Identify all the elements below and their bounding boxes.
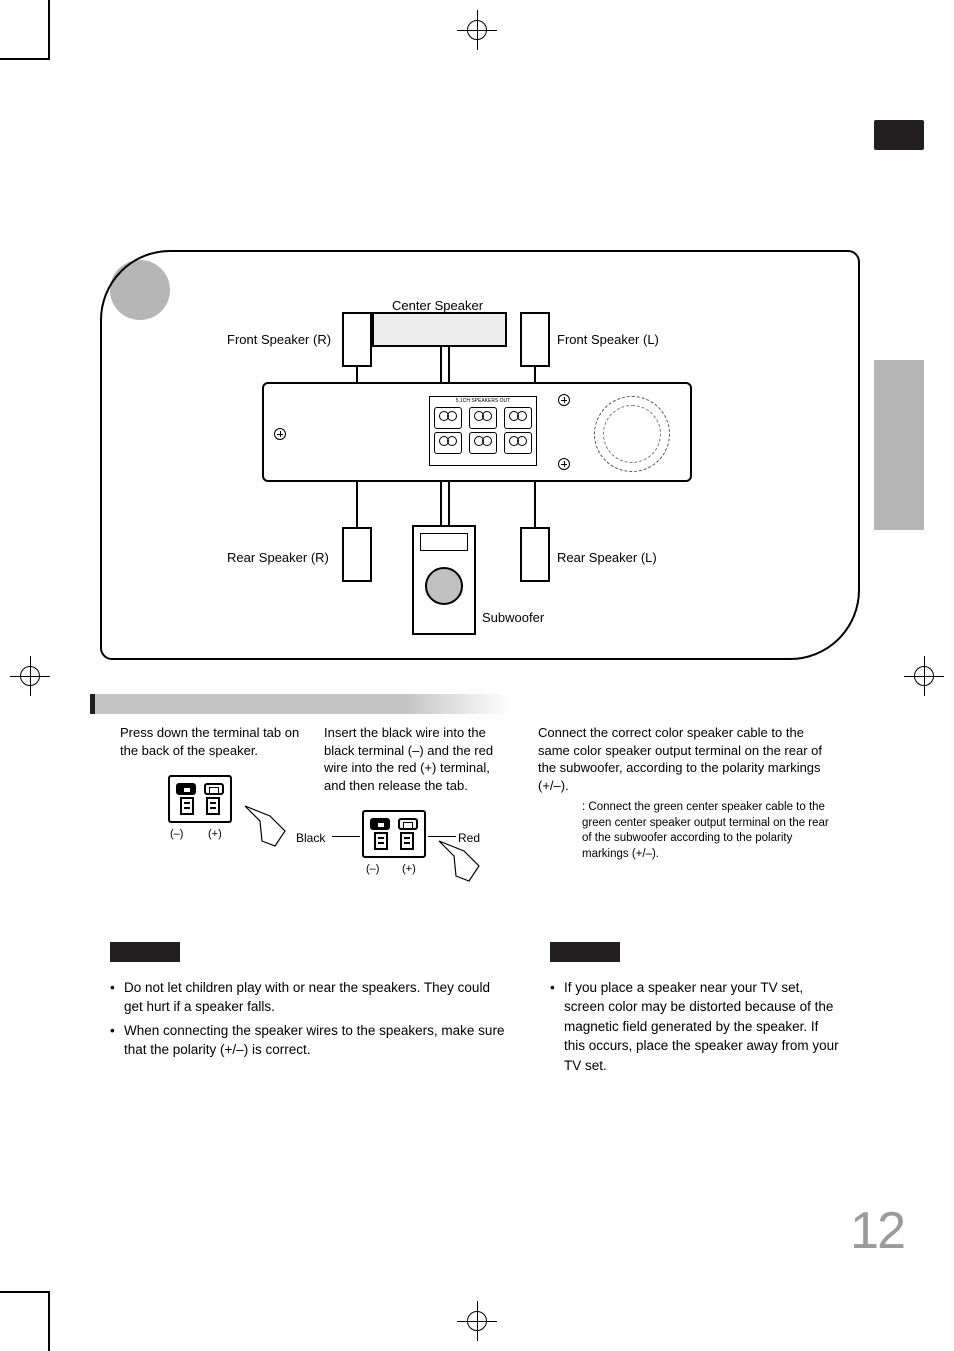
step-3-text: Connect the correct color speaker cable … [538,724,838,794]
lead-label-black: Black [296,830,325,846]
step-2: Insert the black wire into the black ter… [324,724,514,900]
page-content: Center Speaker Front Speaker (R) Front S… [90,250,870,1080]
label-rear-l: Rear Speaker (L) [557,550,657,565]
wire [448,482,450,527]
warning-blocks: Do not let children play with or near th… [90,942,870,1079]
label-front-r: Front Speaker (R) [227,332,331,347]
terminal-figure-2: Black Red (–) (+) [324,810,504,900]
step-1-text: Press down the terminal tab on the back … [120,724,300,759]
step-1: Press down the terminal tab on the back … [120,724,300,900]
caution-item: Do not let children play with or near th… [110,978,510,1017]
speaker-terminal-panel: 5.1CH SPEAKERS OUT [429,396,537,466]
crop-mark [0,1291,50,1293]
page-number: 12 [850,1201,904,1261]
slot-icon [206,797,220,815]
caution-block: Do not let children play with or near th… [110,942,510,1079]
front-l-speaker-icon [520,312,550,367]
registration-mark-bottom [457,1301,497,1341]
tab-black-icon [176,783,196,795]
wire [534,482,536,527]
terminal-panel-title: 5.1CH SPEAKERS OUT [430,397,536,404]
rear-r-speaker-icon [342,527,372,582]
tab-white-icon [398,818,418,830]
registration-mark-left [10,656,50,696]
registration-mark-top [457,10,497,50]
caution-label [110,942,180,962]
connection-steps: Press down the terminal tab on the back … [90,724,870,900]
fan-icon [594,396,670,472]
lead-line [332,836,360,837]
wire [440,347,442,385]
center-speaker-icon [372,312,507,347]
side-tab-black [874,120,924,150]
registration-mark-right [904,656,944,696]
tab-white-icon [204,783,224,795]
terminal-icon [469,407,497,429]
side-tab-gray [874,360,924,530]
step-3: Connect the correct color speaker cable … [538,724,838,900]
crop-mark [48,1291,50,1351]
polarity-minus: (–) [170,827,183,842]
wire [448,347,450,385]
step-2-text: Insert the black wire into the black ter… [324,724,514,794]
label-subwoofer: Subwoofer [482,610,544,625]
screw-icon [558,394,570,406]
note-label [550,942,620,962]
terminal-icon [504,432,532,454]
tab-black-icon [370,818,390,830]
subwoofer-port-icon [420,533,468,551]
caution-item: When connecting the speaker wires to the… [110,1021,510,1060]
subwoofer-icon [412,525,476,635]
polarity-plus: (+) [402,862,416,877]
screw-icon [558,458,570,470]
terminal-figure-1: (–) (+) [150,775,270,865]
terminal-icon [469,432,497,454]
terminal-icon [434,432,462,454]
label-rear-r: Rear Speaker (R) [227,550,329,565]
label-center-speaker: Center Speaker [392,298,483,313]
slot-icon [180,797,194,815]
step-3-subnote: : Connect the green center speaker cable… [582,800,838,862]
speaker-connection-diagram: Center Speaker Front Speaker (R) Front S… [100,250,860,660]
finger-press-icon [434,836,484,886]
finger-press-icon [240,801,290,851]
slot-icon [400,832,414,850]
polarity-minus: (–) [366,862,379,877]
note-item: If you place a speaker near your TV set,… [550,978,840,1076]
section-separator [90,694,510,714]
screw-icon [274,428,286,440]
front-r-speaker-icon [342,312,372,367]
terminal-icon [504,407,532,429]
rear-l-speaker-icon [520,527,550,582]
label-front-l: Front Speaker (L) [557,332,659,347]
polarity-plus: (+) [208,827,222,842]
slot-icon [374,832,388,850]
receiver-back-panel: 5.1CH SPEAKERS OUT [262,382,692,482]
note-block: If you place a speaker near your TV set,… [550,942,840,1079]
wire [440,482,442,527]
crop-mark [0,58,50,60]
wire [356,482,358,527]
terminal-icon [434,407,462,429]
crop-mark [48,0,50,60]
